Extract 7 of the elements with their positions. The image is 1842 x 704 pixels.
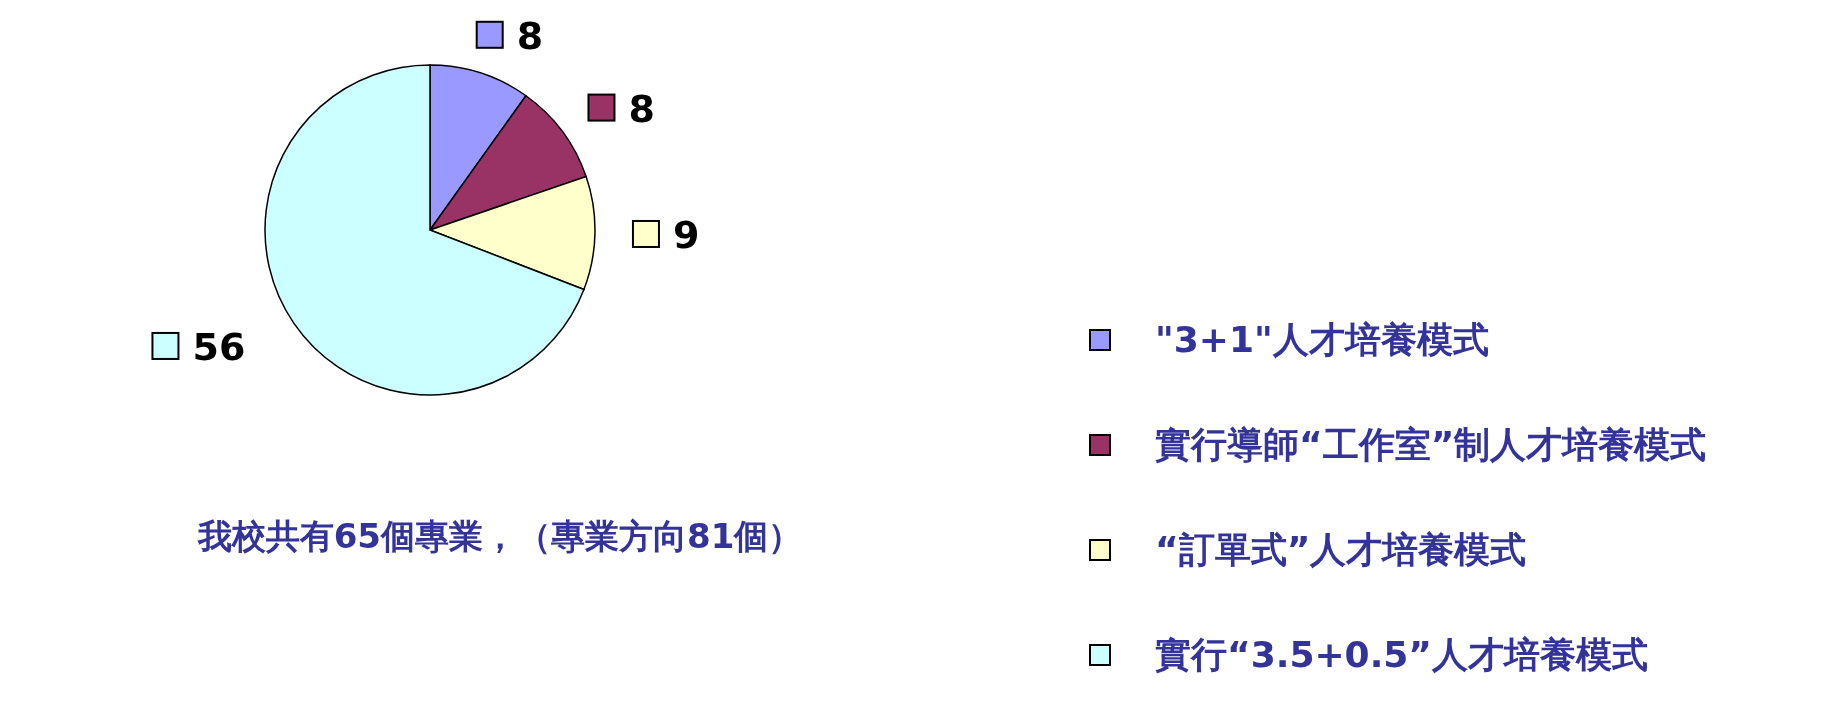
legend-label: "3+1"人才培養模式 bbox=[1155, 319, 1489, 360]
legend-label: “訂單式”人才培養模式 bbox=[1155, 529, 1527, 570]
data-label: 9 bbox=[672, 212, 700, 257]
data-label: 8 bbox=[628, 86, 655, 131]
data-label: 8 bbox=[516, 13, 544, 58]
data-label: 56 bbox=[192, 324, 246, 369]
text: 我校共有65個專業，（專業方向81個） bbox=[196, 516, 803, 556]
